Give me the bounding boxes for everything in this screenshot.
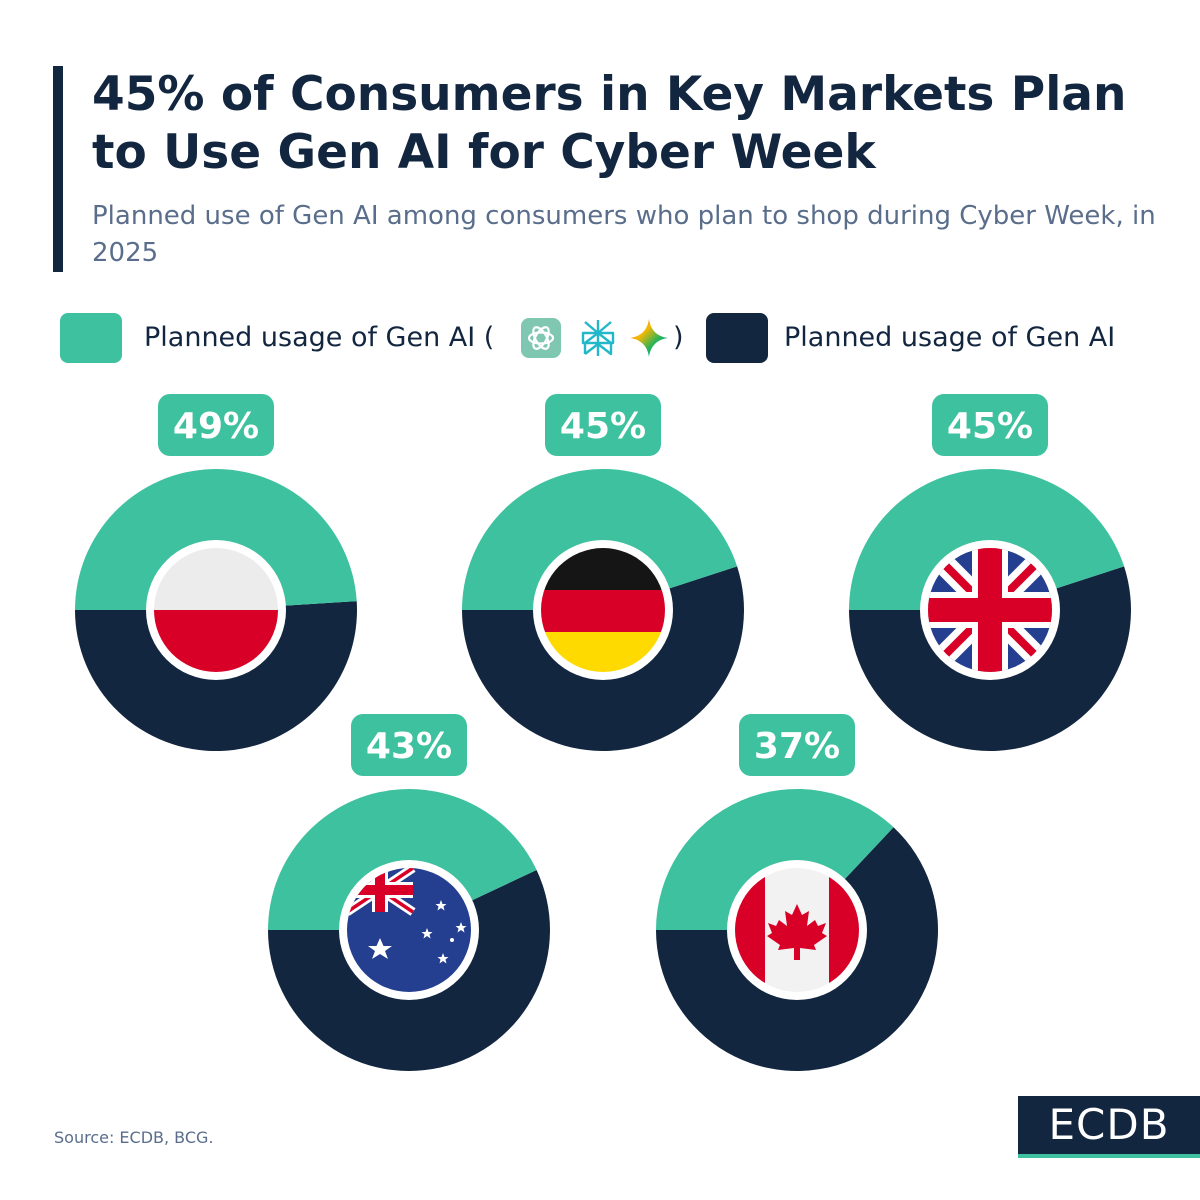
australia-flag [347, 868, 471, 992]
legend-swatch-gen-ai [706, 313, 768, 363]
value-badge-germany [545, 394, 661, 456]
value-label-germany: 45% [560, 406, 646, 447]
source-note: Source: ECDB, BCG. [54, 1128, 214, 1147]
value-badge-australia [351, 714, 467, 776]
poland-flag [154, 548, 278, 672]
perplexity-icon [581, 320, 615, 356]
value-badge-canada [739, 714, 855, 776]
chatgpt-icon [521, 318, 561, 358]
legend-label-gen-ai-tools: Planned usage of Gen AI ( [144, 322, 495, 353]
gemini-icon [630, 319, 668, 357]
legend-paren-close: ) [673, 322, 684, 353]
value-label-poland: 49% [173, 406, 259, 447]
uk-flag [928, 548, 1052, 672]
ecdb-logo: ECDB [1018, 1096, 1200, 1158]
value-label-united-kingdom: 45% [947, 406, 1033, 447]
value-badge-united-kingdom [932, 394, 1048, 456]
slice-gen-ai-canada [656, 789, 894, 930]
slice-gen-ai-germany [462, 468, 738, 610]
legend-swatch-gen-ai-tools [60, 313, 122, 363]
title-accent-bar [53, 66, 63, 272]
chart-title: 45% of Consumers in Key Markets Plan to … [92, 67, 1127, 180]
germany-flag [541, 548, 665, 672]
canada-flag [735, 868, 859, 992]
chart-subtitle: Planned use of Gen AI among consumers wh… [92, 201, 1156, 268]
slice-gen-ai-united-kingdom [849, 468, 1125, 610]
value-badge-poland [158, 394, 274, 456]
value-label-australia: 43% [366, 726, 452, 767]
slice-gen-ai-poland [75, 469, 357, 610]
legend: Planned usage of Gen AI ( ) Planned [60, 313, 1160, 363]
value-label-canada: 37% [754, 726, 840, 767]
legend-label-gen-ai: Planned usage of Gen AI [784, 322, 1116, 353]
